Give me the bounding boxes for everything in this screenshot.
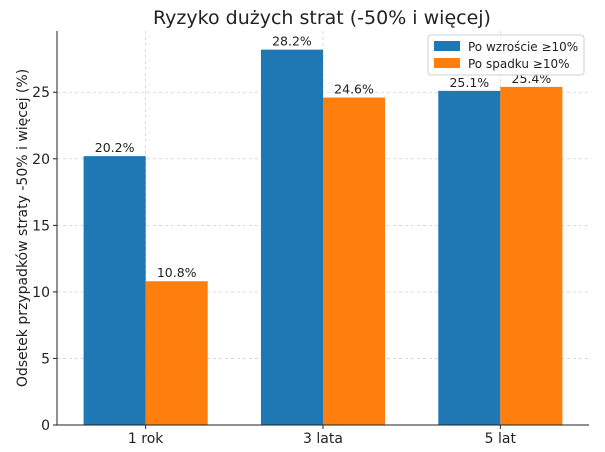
y-tick-label: 5 xyxy=(41,351,50,367)
chart-title: Ryzyko dużych strat (-50% i więcej) xyxy=(153,7,491,29)
data-label: 28.2% xyxy=(272,34,312,49)
bar xyxy=(323,97,386,426)
axes: 0 5 10 15 20 25 1 rok 3 lata 5 lat xyxy=(32,31,589,447)
y-tick-label: 20 xyxy=(32,152,50,168)
bar xyxy=(500,86,563,426)
x-tick-label: 1 rok xyxy=(128,431,164,447)
legend-label: Po wzroście ≥10% xyxy=(468,40,578,54)
y-tick-label: 10 xyxy=(32,285,50,301)
bars xyxy=(83,49,563,426)
legend-swatch xyxy=(434,58,460,68)
bar xyxy=(438,90,501,425)
legend: Po wzroście ≥10% Po spadku ≥10% xyxy=(427,34,585,76)
data-label: 24.6% xyxy=(334,82,374,97)
legend-swatch xyxy=(434,41,460,51)
bar xyxy=(145,281,208,425)
y-tick-label: 0 xyxy=(41,418,50,434)
bar xyxy=(260,49,323,426)
y-tick-label: 25 xyxy=(32,85,50,101)
data-label: 25.1% xyxy=(449,75,489,90)
x-tick-label: 5 lat xyxy=(485,431,517,447)
data-label: 20.2% xyxy=(95,140,135,155)
data-label: 10.8% xyxy=(157,265,197,280)
legend-box xyxy=(427,34,585,76)
y-tick-label: 15 xyxy=(32,218,50,234)
x-tick-label: 3 lata xyxy=(303,431,343,447)
bar xyxy=(83,156,146,425)
legend-label: Po spadku ≥10% xyxy=(468,57,570,71)
y-axis-label: Odsetek przypadków straty -50% i więcej … xyxy=(15,69,31,387)
